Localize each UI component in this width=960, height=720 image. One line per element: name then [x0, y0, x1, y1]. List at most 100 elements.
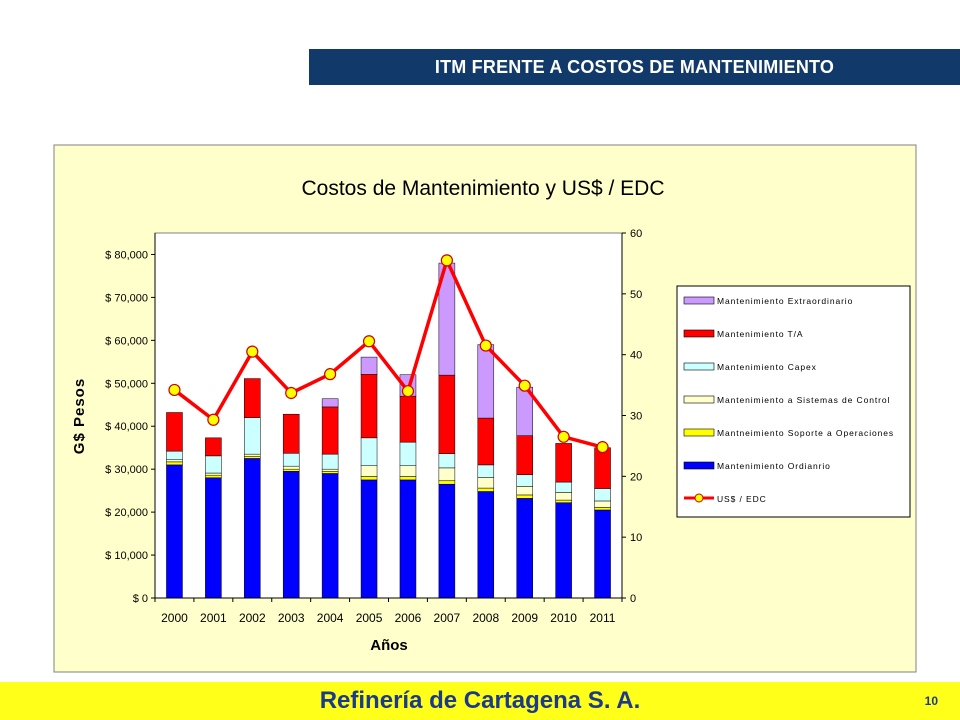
y-axis-tick-labels: $ 0 $ 10,000 $ 20,000 $ 30,000 $ 40,000 $ 50,…: [105, 249, 155, 605]
footer-bar: Refinería de Cartagena S. A. 10: [0, 682, 960, 720]
bar-segment-ordinario-2002: [244, 458, 261, 599]
x-tick-label: 2010: [550, 611, 577, 625]
bar-segment-sistemas-2004: [321, 468, 339, 472]
bar-segment-ta-2010: [555, 443, 572, 483]
bar-segment-capex-2001: [205, 455, 222, 474]
line-point-2007: [440, 254, 453, 267]
bar-segment-ordinario-2003: [282, 471, 300, 599]
bar-segment-soporte-2002: [244, 456, 261, 459]
x-tick-label: 2001: [200, 611, 227, 625]
bar-segment-capex-2000: [166, 450, 183, 460]
line-point-2008: [479, 339, 492, 352]
x-tick-label: 2006: [395, 611, 422, 625]
bar-segment-ta-2011: [594, 447, 611, 489]
bar-segment-sistemas-2011: [594, 500, 611, 508]
bar-segment-capex-2009: [516, 474, 533, 487]
legend-label-extra: Mantenimiento Extraordinario: [717, 296, 853, 306]
y2-tick-label: 30: [630, 411, 642, 423]
bar-segment-ordinario-2007: [438, 483, 456, 599]
legend-label-us-edc: US$ / EDC: [717, 494, 767, 504]
bar-segment-soporte-2009: [516, 494, 533, 499]
legend-label-capex: Mantenimiento Capex: [717, 362, 817, 372]
bar-segment-ordinario-2009: [516, 498, 533, 599]
bar-segment-ordinario-2010: [555, 502, 572, 599]
bar-segment-ordinario-2006: [399, 479, 417, 599]
line-point-2002: [246, 345, 259, 358]
bar-segment-ordinario-2008: [477, 491, 495, 599]
bar-segment-extra-2008: [477, 344, 495, 419]
x-tick-label: 2000: [161, 611, 188, 625]
line-point-2006: [401, 385, 415, 398]
page-number: 10: [924, 694, 938, 708]
bar-segment-capex-2005: [360, 437, 378, 466]
bar-segment-soporte-2001: [205, 474, 222, 479]
y2-tick-label: 10: [630, 532, 642, 544]
legend: Mantenimiento Extraordinario Mantenimient…: [683, 296, 894, 504]
bar-segment-soporte-2011: [594, 507, 611, 511]
y-tick-label: $ 30,000: [105, 464, 148, 476]
y2-tick-label: 40: [630, 350, 642, 362]
bar-segment-capex-2003: [282, 453, 300, 467]
bar-segment-ta-2004: [321, 406, 339, 455]
legend-swatch-sistemas: [683, 395, 715, 404]
line-point-2000: [168, 383, 181, 397]
bar-segment-ta-2001: [205, 437, 222, 457]
footer-title: Refinería de Cartagena S. A.: [319, 687, 641, 714]
slide-title-banner: ITM FRENTE A COSTOS DE MANTENIMIENTO: [309, 49, 960, 85]
y2-axis-tick-labels: 0 10 20 30 40 50 60: [622, 228, 642, 605]
x-axis-label: Años: [370, 637, 408, 654]
x-tick-label: 2009: [511, 611, 538, 625]
bar-segment-capex-2004: [321, 453, 339, 470]
bar-segment-ta-2003: [282, 413, 300, 454]
legend-label-soporte: Mantneimiento Soporte a Operaciones: [717, 428, 894, 438]
chart-title: Costos de Mantenimiento y US$ / EDC: [302, 177, 665, 200]
bar-segment-ordinario-2005: [360, 479, 378, 599]
bar-segment-ta-2000: [166, 412, 183, 452]
legend-label-ordinario: Mantenimiento Ordianrio: [717, 461, 831, 471]
line-point-2001: [207, 413, 220, 426]
y2-tick-label: 50: [630, 289, 642, 301]
bar-segment-sistemas-2007: [438, 467, 456, 482]
bar-segment-soporte-2010: [555, 499, 572, 503]
bar-segment-soporte-2000: [166, 461, 183, 466]
bar-segment-sistemas-2005: [360, 465, 378, 477]
y-tick-label: $ 60,000: [105, 335, 148, 347]
legend-swatch-soporte: [683, 428, 715, 437]
y-tick-label: $ 0: [133, 593, 148, 605]
bar-segment-capex-2010: [555, 481, 572, 493]
legend-label-ta: Mantenimiento T/A: [717, 329, 803, 339]
y2-tick-label: 0: [630, 593, 636, 605]
bar-segment-soporte-2007: [438, 480, 456, 485]
bar-segment-sistemas-2009: [516, 486, 533, 496]
bar-segment-ordinario-2011: [594, 509, 611, 599]
y-tick-label: $ 50,000: [105, 378, 148, 390]
bar-segment-soporte-2008: [477, 487, 495, 492]
bar-segment-soporte-2006: [399, 476, 417, 481]
bar-stack-group: [166, 262, 611, 599]
bar-segment-capex-2006: [399, 441, 417, 466]
bar-segment-ta-2007: [438, 374, 456, 454]
x-tick-label: 2011: [590, 611, 616, 625]
y2-tick-label: 60: [630, 228, 642, 240]
bar-segment-ta-2006: [399, 395, 417, 443]
legend-swatch-ta: [683, 329, 715, 338]
line-series-group: [168, 254, 609, 454]
line-point-2003: [285, 386, 298, 400]
bar-segment-capex-2007: [438, 453, 456, 469]
line-point-2011: [596, 441, 609, 454]
legend-swatch-marker: [694, 493, 704, 503]
bar-segment-ordinario-2001: [205, 477, 222, 599]
bar-segment-sistemas-2010: [555, 492, 572, 501]
bar-segment-soporte-2005: [360, 476, 378, 481]
bar-segment-soporte-2004: [321, 471, 339, 474]
line-point-2010: [557, 430, 570, 443]
line-point-2005: [362, 335, 376, 348]
x-tick-label: 2007: [434, 611, 461, 625]
bar-segment-ordinario-2000: [166, 464, 183, 599]
bar-segment-sistemas-2003: [282, 465, 300, 470]
bar-segment-capex-2008: [477, 464, 495, 478]
x-tick-label: 2005: [356, 611, 383, 625]
bar-segment-sistemas-2008: [477, 477, 495, 489]
bar-segment-soporte-2003: [282, 468, 300, 472]
bar-segment-sistemas-2001: [205, 472, 222, 476]
